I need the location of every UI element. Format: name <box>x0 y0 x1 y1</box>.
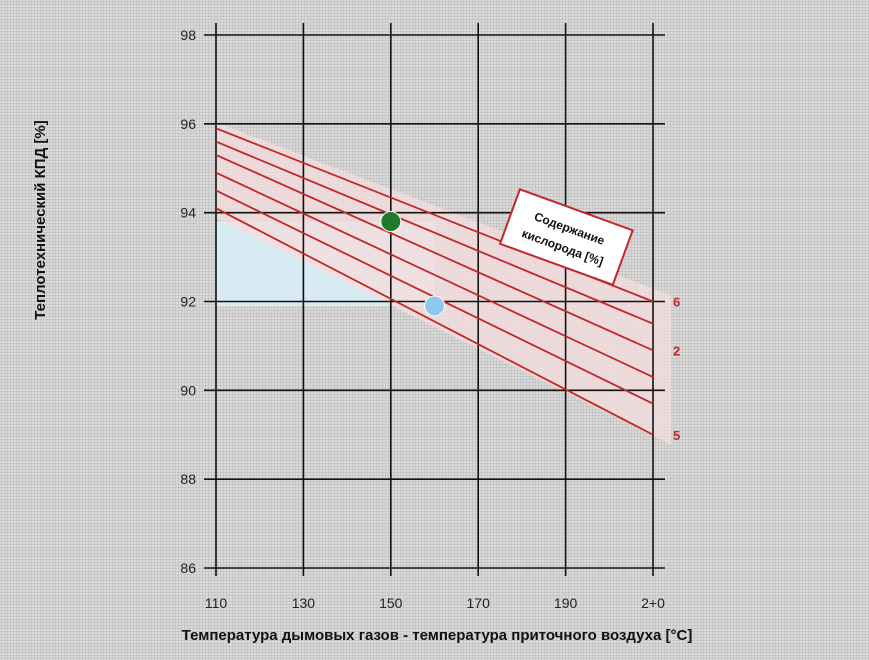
curve-label-2: 2 <box>673 343 680 358</box>
curve-line-3 <box>215 171 654 378</box>
point-layer <box>380 211 445 317</box>
x-tick-label-3: 170 <box>467 595 491 611</box>
x-tick-label-2: 150 <box>379 595 403 611</box>
y-tick-label-1: 88 <box>180 471 196 487</box>
marker-point-0 <box>380 211 402 233</box>
tick-label-layer: 110 130 150 170 190 2+0 86 88 90 92 94 96 98 <box>180 27 665 611</box>
y-tick-label-6: 98 <box>180 27 196 43</box>
curve-layer: 6 2 5 <box>215 127 680 443</box>
curve-line-2 <box>215 154 654 352</box>
curve-line-1 <box>215 140 654 325</box>
x-tick-label-5: 2+0 <box>641 595 665 611</box>
curve-line-5 <box>215 207 654 436</box>
marker-point-1 <box>424 295 445 317</box>
y-tick-label-5: 96 <box>180 116 196 132</box>
curve-label-0: 6 <box>673 295 680 310</box>
curve-band <box>216 122 671 445</box>
y-tick-label-2: 90 <box>180 382 196 398</box>
annotation-frame <box>498 188 634 287</box>
x-axis-title: Температура дымовых газов - температура … <box>182 627 693 644</box>
y-axis-title: Теплотехнический КПД [%] <box>32 120 49 319</box>
y-tick-label-0: 86 <box>180 560 196 576</box>
curve-band-layer <box>216 122 671 445</box>
y-tick-label-4: 94 <box>180 205 196 221</box>
x-tick-label-4: 190 <box>554 595 578 611</box>
y-tick-label-3: 92 <box>180 294 196 310</box>
x-tick-label-0: 110 <box>205 595 228 611</box>
curve-label-5: 5 <box>673 428 680 443</box>
x-tick-label-1: 130 <box>292 595 316 611</box>
